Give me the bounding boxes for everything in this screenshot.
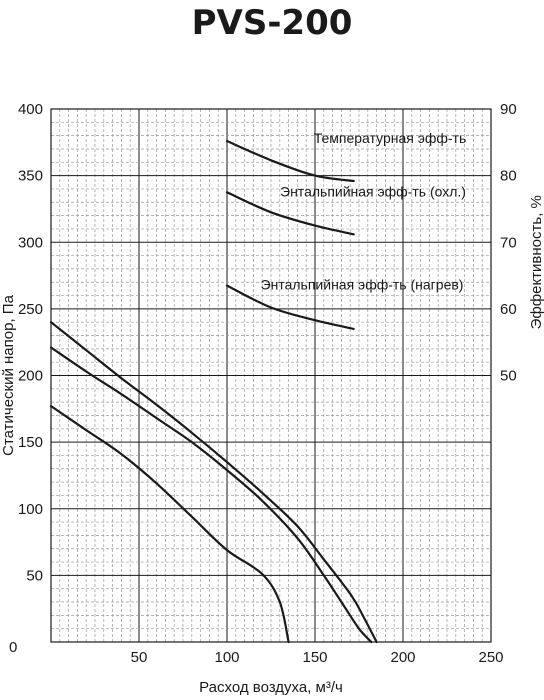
chart-title: PVS-200 <box>191 3 353 43</box>
x-tick-label: 250 <box>478 649 503 666</box>
x-tick-label: 200 <box>390 649 415 666</box>
y2-tick-label: 90 <box>500 101 517 118</box>
series-label: Энтальпийная эфф-ть (нагрев) <box>261 277 464 293</box>
y-tick-label: 350 <box>18 168 43 185</box>
grid <box>51 109 491 642</box>
y2-tick-label: 80 <box>500 168 517 185</box>
x-tick-label: 150 <box>302 649 327 666</box>
y-tick-label: 50 <box>26 567 43 584</box>
efficiency-curve <box>225 139 355 183</box>
efficiency-curve <box>225 284 355 330</box>
ticks: 0 50 100 150 200 250 50 100 150 200 250 300 350 400 50… <box>9 101 517 666</box>
x-tick-label: 50 <box>131 649 148 666</box>
y2-tick-label: 60 <box>500 301 517 318</box>
y-axis-title: Статический напор, Па <box>0 294 17 455</box>
y-tick-label: 150 <box>18 434 43 451</box>
x-tick-label: 0 <box>9 639 17 656</box>
y-tick-label: 100 <box>18 501 43 518</box>
pressure-curve <box>49 405 290 644</box>
y-tick-label: 400 <box>18 101 43 118</box>
y-tick-label: 200 <box>18 368 43 385</box>
curves: Температурная эфф-ть Энтальпийная эфф-ть … <box>49 130 467 644</box>
y-tick-label: 250 <box>18 301 43 318</box>
series-label: Энтальпийная эфф-ть (охл.) <box>280 183 466 199</box>
y2-axis-title: Эффективность, % <box>528 195 544 329</box>
y2-tick-label: 70 <box>500 234 517 251</box>
y-tick-label: 300 <box>18 234 43 251</box>
pressure-curve <box>49 321 378 644</box>
x-axis-title: Расход воздуха, м³/ч <box>199 679 343 696</box>
x-tick-label: 100 <box>214 649 239 666</box>
pressure-curve <box>49 346 373 644</box>
efficiency-curve <box>225 191 355 236</box>
plot-frame <box>50 108 492 643</box>
series-label: Температурная эфф-ть <box>314 130 467 146</box>
y2-tick-label: 50 <box>500 368 517 385</box>
